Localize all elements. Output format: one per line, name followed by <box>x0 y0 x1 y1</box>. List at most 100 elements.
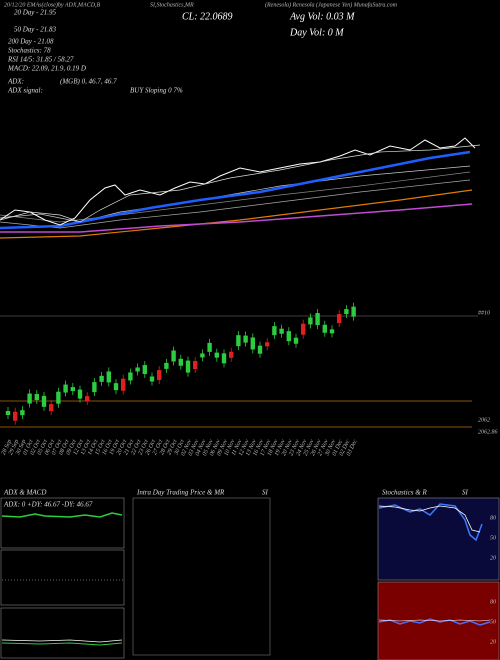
moving-average <box>0 150 471 230</box>
macd-line <box>1 639 123 643</box>
candle-body <box>322 324 327 333</box>
candle-body <box>149 376 155 382</box>
candle-body <box>257 345 263 354</box>
level-label: 50 <box>490 619 496 625</box>
candle-body <box>229 351 234 358</box>
candle-body <box>344 309 349 315</box>
moving-average <box>0 144 481 223</box>
candle-body <box>279 328 284 334</box>
candle-body <box>171 350 176 362</box>
panel-title: Stochastics & R <box>382 489 427 497</box>
close-price: CL: 22.0689 <box>182 11 233 22</box>
panel-title: Intra Day Trading Price & MR <box>136 489 225 497</box>
level-label: 80 <box>490 599 496 605</box>
candle-body <box>250 337 255 350</box>
candle-body <box>5 411 11 415</box>
price-label: 2062.86 <box>478 429 498 435</box>
candle-body <box>20 410 25 416</box>
candle-body <box>214 352 219 358</box>
candle-body <box>142 365 147 375</box>
level-label: 80 <box>490 515 496 521</box>
candle-body <box>337 314 342 324</box>
candle-body <box>92 382 97 393</box>
candle-body <box>193 361 198 370</box>
candle-body <box>34 394 39 401</box>
candle-body <box>41 395 47 407</box>
moving-average <box>0 171 471 223</box>
price-label: 2062 <box>478 417 490 423</box>
candle-body <box>286 331 291 342</box>
level-label: 20 <box>490 555 496 561</box>
moving-average <box>0 189 473 239</box>
level-label: 50 <box>490 535 496 541</box>
header-text: SI,Stochastics,MR <box>150 2 194 8</box>
stoch-d <box>378 505 481 533</box>
indicator-label: Stochastics: 78 <box>8 47 51 55</box>
level-label: 20 <box>490 639 496 645</box>
indicator-label: (MGB) 0, 46.7, 46.7 <box>60 78 117 86</box>
panel-title: SI <box>262 489 269 497</box>
candle-body <box>351 306 356 317</box>
moving-average <box>0 165 471 223</box>
candle-body <box>243 335 248 343</box>
moving-average <box>0 137 476 226</box>
candle-body <box>13 411 18 421</box>
candle-body <box>63 384 68 393</box>
candle-body <box>221 353 227 364</box>
panel-title: SI <box>462 489 469 497</box>
candle-body <box>106 371 111 383</box>
macd-panel <box>0 549 125 606</box>
panel-title: ADX & MACD <box>3 489 46 497</box>
candle-body <box>77 389 83 399</box>
adx-readout: ADX: 0 +DY: 46.67 -DY: 46.67 <box>3 501 93 509</box>
stoch-k <box>378 503 483 542</box>
candle-body <box>301 323 306 335</box>
rsi-signal <box>378 619 491 622</box>
price-label: ##10 <box>478 310 490 316</box>
candle-body <box>56 391 61 404</box>
avg-volume: Avg Vol: 0.03 M <box>289 11 355 22</box>
intraday-panel <box>132 497 271 656</box>
candle-body <box>265 342 270 347</box>
candle-body <box>185 360 191 373</box>
candle-body <box>121 378 126 391</box>
candle-body <box>70 387 75 392</box>
candle-body <box>135 367 140 372</box>
moving-average <box>0 179 471 229</box>
header-text: 20/12/20 EMAs(close)by ADX,MACD,B <box>4 1 101 8</box>
indicator-label: MACD: 22.09, 21.9, 0.19 D <box>7 65 86 73</box>
candle-body <box>272 326 277 336</box>
ema-label: 20 Day - 21.95 <box>14 9 56 17</box>
ema-label: 200 Day - 21.08 <box>8 38 54 46</box>
candle-body <box>99 375 104 382</box>
indicator-label: RSI 14/5: 31.85 / 58.27 <box>7 56 74 64</box>
adx-line <box>1 512 123 518</box>
candle-body <box>293 337 299 344</box>
candle-body <box>329 329 335 334</box>
candle-body <box>164 362 169 369</box>
adx-panel <box>0 497 125 549</box>
candle-body <box>157 370 162 381</box>
candle-body <box>128 372 133 381</box>
signal-line <box>1 642 123 646</box>
candle-body <box>236 335 241 347</box>
candle-body <box>113 383 119 391</box>
macd-lower-panel <box>0 607 125 659</box>
indicator-label: ADX signal: <box>7 87 43 95</box>
candle-body <box>200 353 205 358</box>
moving-average <box>0 203 473 233</box>
indicator-label: BUY Sloping 0 7% <box>130 87 183 95</box>
candle-body <box>308 317 313 325</box>
day-volume: Day Vol: 0 M <box>289 27 344 38</box>
candle-body <box>315 313 320 326</box>
stochastics-panel <box>377 497 500 581</box>
candle-body <box>27 393 32 404</box>
indicator-label: ADX: <box>7 78 24 86</box>
candle-body <box>207 342 212 352</box>
candle-body <box>49 404 54 412</box>
header-text: (Renesola) Renesola (Japanese Yen) Munaf… <box>265 1 398 8</box>
ema-label: 50 Day - 21.83 <box>14 26 56 34</box>
candle-body <box>178 358 183 366</box>
